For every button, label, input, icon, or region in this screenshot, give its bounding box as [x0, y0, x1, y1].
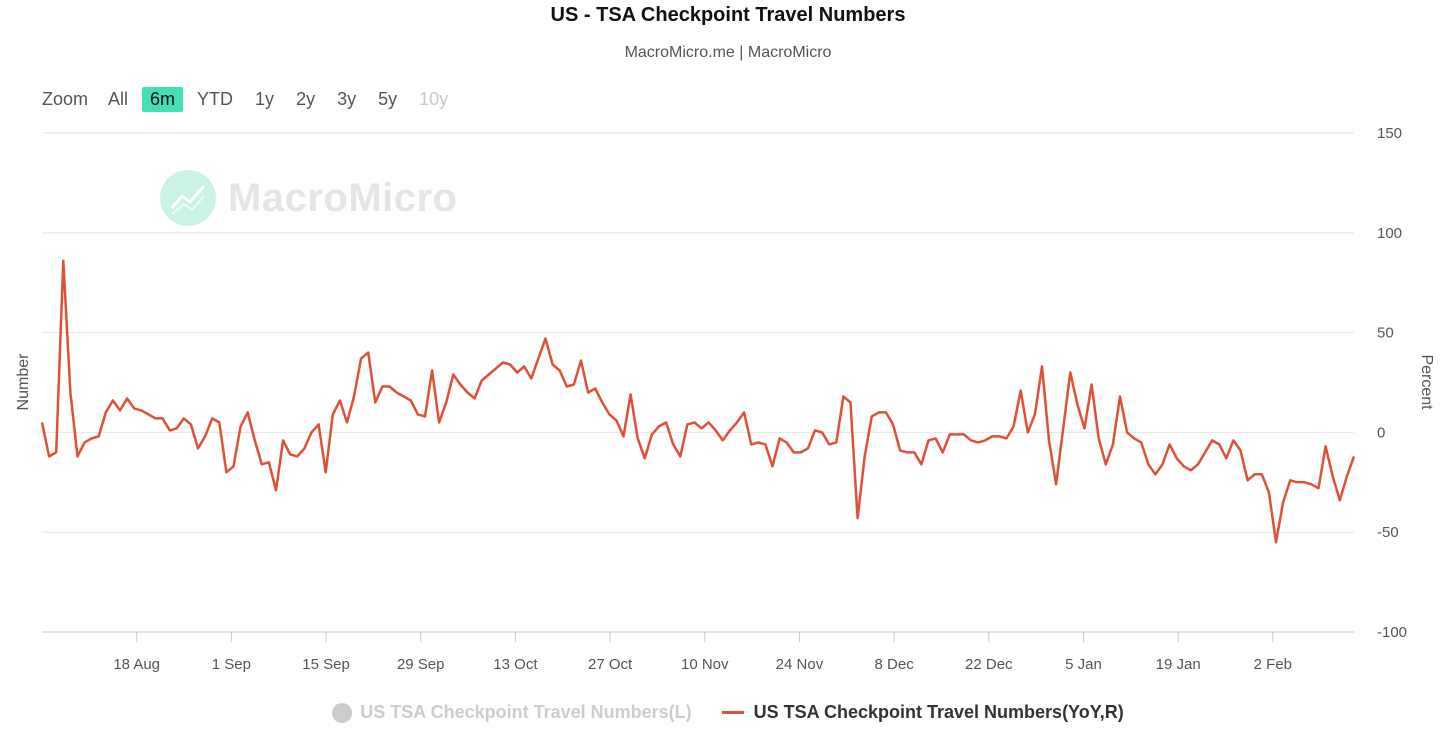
zoom-ytd-button[interactable]: YTD	[197, 88, 234, 109]
zoom-2y-button[interactable]: 2y	[296, 88, 316, 109]
x-tick-label: 19 Jan	[1156, 656, 1201, 673]
x-tick-label: 15 Sep	[302, 656, 350, 673]
legend-dot-icon	[332, 702, 353, 723]
x-tick-label: 8 Dec	[875, 656, 915, 673]
grid-lines	[42, 132, 1354, 633]
x-tick-label: 5 Jan	[1065, 656, 1102, 673]
y-tick-label: 0	[1377, 424, 1385, 441]
x-tick-label: 1 Sep	[212, 656, 251, 673]
y-tick-label: 100	[1377, 225, 1402, 242]
zoom-bar: Zoom All 6m YTD 1y 2y 3y 5y 10y	[42, 84, 462, 114]
zoom-all-button[interactable]: All	[108, 88, 129, 109]
macromicro-logo-icon	[160, 170, 216, 226]
x-tick-label: 2 Feb	[1254, 656, 1292, 673]
y-axis-right: 150 100 50 0 -50 -100	[1377, 125, 1407, 641]
legend: US TSA Checkpoint Travel Numbers(L) US T…	[0, 702, 1456, 723]
y-tick-label: 150	[1377, 125, 1402, 142]
legend-item-yoy[interactable]: US TSA Checkpoint Travel Numbers(YoY,R)	[721, 702, 1124, 723]
chart-svg: 150 100 50 0 -50 -100 18 Aug 1 Sep 15 Sep 29 Sep…	[15, 125, 1435, 673]
x-tick-label: 13 Oct	[493, 656, 538, 673]
y-axis-label-right: Percent	[1418, 354, 1435, 410]
x-axis: 18 Aug 1 Sep 15 Sep 29 Sep 13 Oct 27 Oct 10 No…	[113, 632, 1292, 673]
x-tick-label: 10 Nov	[681, 656, 729, 673]
zoom-10y-button: 10y	[419, 88, 449, 109]
series-line-yoy[interactable]	[40, 259, 1356, 544]
zoom-1y-button[interactable]: 1y	[255, 88, 275, 109]
x-tick-label: 24 Nov	[776, 656, 824, 673]
legend-line-icon	[721, 711, 744, 714]
legend-label-yoy: US TSA Checkpoint Travel Numbers(YoY,R)	[753, 702, 1124, 722]
zoom-3y-button[interactable]: 3y	[337, 88, 357, 109]
chart-subtitle: MacroMicro.me | MacroMicro	[624, 44, 832, 61]
zoom-label: Zoom	[42, 88, 89, 109]
x-tick-label: 22 Dec	[965, 656, 1013, 673]
y-tick-label: -100	[1377, 624, 1407, 641]
y-tick-label: 50	[1377, 325, 1394, 342]
legend-item-level[interactable]: US TSA Checkpoint Travel Numbers(L)	[332, 702, 692, 723]
zoom-5y-button[interactable]: 5y	[378, 88, 398, 109]
x-tick-label: 29 Sep	[397, 656, 445, 673]
x-tick-label: 27 Oct	[588, 656, 633, 673]
legend-label-level: US TSA Checkpoint Travel Numbers(L)	[360, 702, 692, 722]
watermark-text: MacroMicro	[228, 175, 458, 220]
zoom-6m-button[interactable]: 6m	[142, 86, 184, 112]
watermark: MacroMicro	[160, 170, 458, 226]
y-tick-label: -50	[1377, 524, 1399, 541]
x-tick-label: 18 Aug	[113, 656, 160, 673]
chart-title: US - TSA Checkpoint Travel Numbers	[550, 4, 906, 26]
y-axis-label-left: Number	[15, 353, 32, 411]
